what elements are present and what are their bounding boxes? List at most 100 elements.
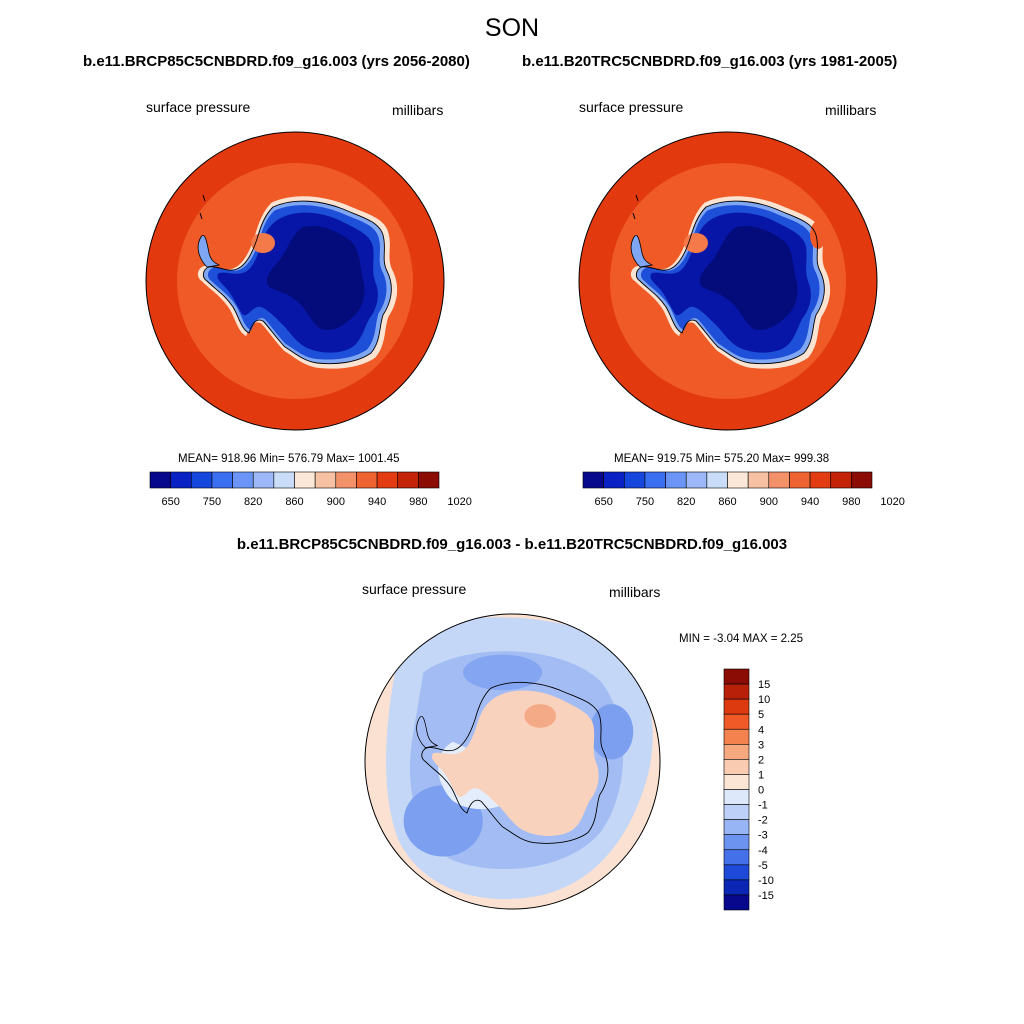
- coastline: [635, 200, 825, 365]
- colorbar-tick-label: -10: [758, 875, 774, 887]
- colorbar-swatch: [232, 471, 254, 489]
- colorbar-swatch: [723, 668, 750, 685]
- panel1-variable-label: surface pressure: [146, 99, 251, 115]
- panel1-colorbar: 650 750 820 860 900 940 980 1020: [149, 471, 472, 508]
- colorbar-tick-label: -5: [758, 860, 768, 872]
- colorbar-swatch: [685, 471, 708, 489]
- colorbar-tick-label: 5: [758, 709, 764, 721]
- colorbar-swatch: [723, 683, 750, 700]
- colorbar-swatch: [723, 864, 750, 881]
- colorbar-swatch: [723, 744, 750, 760]
- colorbar-tick-label: -1: [758, 800, 768, 812]
- panel2-units-label: millibars: [825, 102, 877, 118]
- north-negative-patch: [463, 654, 543, 691]
- peninsula-coastline: [630, 235, 654, 268]
- colorbar-swatch: [397, 471, 419, 489]
- panel2-stats: MEAN= 919.75 Min= 575.20 Max= 999.38: [614, 453, 830, 465]
- colorbar-swatch: [723, 894, 750, 911]
- diff-variable-label: surface pressure: [362, 581, 467, 597]
- colorbar-swatch: [723, 759, 750, 775]
- land-positive: [431, 690, 599, 836]
- colorbar-swatch: [314, 471, 337, 489]
- colorbar-tick-label: 750: [203, 496, 221, 508]
- colorbar-swatch: [582, 471, 604, 489]
- colorbar-tick-label: 4: [758, 724, 764, 736]
- land-positive-max: [524, 704, 557, 728]
- colorbar-swatch: [851, 471, 873, 489]
- colorbar-tick-label: 3: [758, 739, 764, 751]
- colorbar-swatch: [252, 471, 275, 489]
- colorbar-swatch: [211, 471, 233, 489]
- east-negative-patch: [589, 704, 634, 760]
- colorbar-swatch: [723, 804, 750, 820]
- colorbar-tick-label: 1020: [447, 496, 471, 508]
- colorbar-tick-label: 940: [801, 496, 819, 508]
- colorbar-swatch: [623, 471, 646, 489]
- colorbar-tick-label: 650: [161, 496, 179, 508]
- colorbar-tick-label: 980: [842, 496, 860, 508]
- colorbar-tick-label: -4: [758, 845, 768, 857]
- colorbar-swatch: [727, 471, 749, 489]
- colorbar-tick-label: 10: [758, 694, 770, 706]
- weddell-warm-patch: [251, 233, 275, 253]
- island-coastline: [632, 194, 639, 220]
- colorbar-tick-label: 650: [594, 496, 612, 508]
- panel2-variable-label: surface pressure: [579, 99, 684, 115]
- colorbar-swatch: [294, 471, 316, 489]
- ice-sheet-core: [699, 225, 798, 331]
- panel2-colorbar: 650 750 820 860 900 940 980 1020: [582, 471, 905, 508]
- colorbar-swatch: [723, 713, 750, 730]
- colorbar-tick-label: -3: [758, 830, 768, 842]
- colorbar-swatch: [418, 471, 440, 489]
- colorbar-swatch: [723, 698, 750, 715]
- colorbar-tick-label: 900: [760, 496, 778, 508]
- colorbar-swatch: [723, 789, 750, 805]
- colorbar-swatch: [723, 879, 750, 896]
- panel2-case-title: b.e11.B20TRC5CNBDRD.f09_g16.003 (yrs 198…: [522, 53, 898, 70]
- colorbar-swatch: [789, 471, 811, 489]
- colorbar-tick-label: 1020: [880, 496, 904, 508]
- colorbar-tick-label: -15: [758, 890, 774, 902]
- map-border: [364, 613, 661, 910]
- colorbar-tick-label: 820: [244, 496, 262, 508]
- coastline: [421, 681, 609, 844]
- weddell-warm-patch: [684, 233, 708, 253]
- ice-sheet-core: [266, 225, 365, 331]
- colorbar-swatch: [723, 728, 750, 745]
- colorbar-swatch: [723, 819, 750, 835]
- colorbar-tick-label: 860: [718, 496, 736, 508]
- colorbar-swatch: [376, 471, 399, 489]
- colorbar-tick-label: 1: [758, 769, 764, 781]
- colorbar-swatch: [747, 471, 770, 489]
- panel1-stats: MEAN= 918.96 Min= 576.79 Max= 1001.45: [178, 453, 400, 465]
- colorbar-tick-label: 860: [285, 496, 303, 508]
- colorbar-swatch: [723, 834, 750, 851]
- colorbar-tick-label: 2: [758, 754, 764, 766]
- colorbar-swatch: [356, 471, 378, 489]
- peninsula-coastline: [416, 716, 439, 749]
- map-border: [145, 131, 445, 431]
- panel1-polar-map: [145, 131, 445, 431]
- colorbar-tick-label: 15: [758, 679, 770, 691]
- diff-units-label: millibars: [609, 584, 661, 600]
- colorbar-swatch: [809, 471, 832, 489]
- colorbar-tick-label: 940: [368, 496, 386, 508]
- colorbar-swatch: [644, 471, 666, 489]
- colorbar-swatch: [723, 849, 750, 866]
- colorbar-swatch: [723, 774, 750, 790]
- island-coastline: [199, 194, 206, 220]
- east-warm-patch: [810, 221, 826, 249]
- colorbar-swatch: [706, 471, 728, 489]
- colorbar-swatch: [768, 471, 790, 489]
- colorbar-swatch: [830, 471, 852, 489]
- colorbar-swatch: [665, 471, 687, 489]
- difference-polar-map: [364, 613, 661, 910]
- colorbar-swatch: [170, 471, 192, 489]
- colorbar-tick-label: 820: [677, 496, 695, 508]
- panel1-units-label: millibars: [392, 102, 444, 118]
- colorbar-tick-label: -2: [758, 815, 768, 827]
- colorbar-swatch: [603, 471, 625, 489]
- colorbar-swatch: [273, 471, 295, 489]
- colorbar-swatch: [335, 471, 357, 489]
